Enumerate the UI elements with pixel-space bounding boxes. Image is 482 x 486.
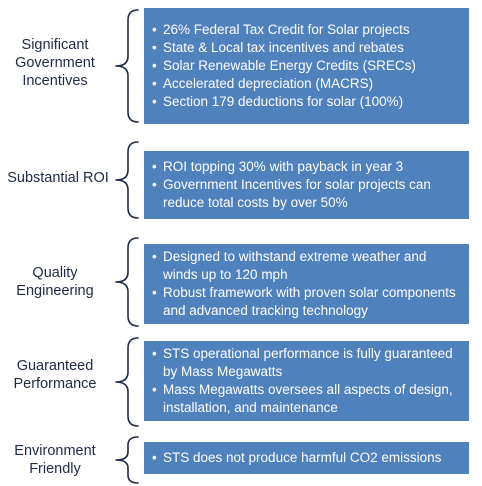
section-label-environment: Environment Friendly — [14, 443, 96, 477]
brace-performance — [115, 337, 139, 427]
brace-roi — [115, 141, 139, 219]
brace-engineering — [115, 237, 139, 327]
section-label-engineering: Quality Engineering — [16, 265, 94, 299]
section-label-roi: Substantial ROI — [7, 170, 109, 186]
bullet-item: 26% Federal Tax Credit for Solar project… — [152, 21, 463, 39]
section-box-roi: ROI topping 30% with payback in year 3 G… — [144, 151, 469, 219]
bullet-item: ROI topping 30% with payback in year 3 — [152, 158, 463, 176]
bullet-item: Robust framework with proven solar compo… — [152, 284, 463, 320]
bullet-item: Accelerated depreciation (MACRS) — [152, 75, 463, 93]
brace-incentives — [115, 9, 139, 123]
section-box-environment: STS does not produce harmful CO2 emissio… — [144, 442, 469, 474]
bullet-item: Solar Renewable Energy Credits (SRECs) — [152, 57, 463, 75]
bullet-item: Government Incentives for solar projects… — [152, 176, 463, 212]
section-box-performance: STS operational performance is fully gua… — [144, 341, 469, 421]
bullet-item: Section 179 deductions for solar (100%) — [152, 93, 463, 111]
bullet-item: STS operational performance is fully gua… — [152, 345, 463, 381]
bullet-item: Mass Megawatts oversees all aspects of d… — [152, 381, 463, 417]
bullet-item: STS does not produce harmful CO2 emissio… — [152, 449, 463, 467]
brace-environment — [115, 436, 139, 484]
section-label-performance: Guaranteed Performance — [13, 358, 97, 392]
section-label-incentives: Significant Government Incentives — [15, 37, 95, 89]
section-box-incentives: 26% Federal Tax Credit for Solar project… — [144, 8, 469, 124]
section-box-engineering: Designed to withstand extreme weather an… — [144, 244, 469, 324]
bullet-item: State & Local tax incentives and rebates — [152, 39, 463, 57]
bullet-item: Designed to withstand extreme weather an… — [152, 248, 463, 284]
